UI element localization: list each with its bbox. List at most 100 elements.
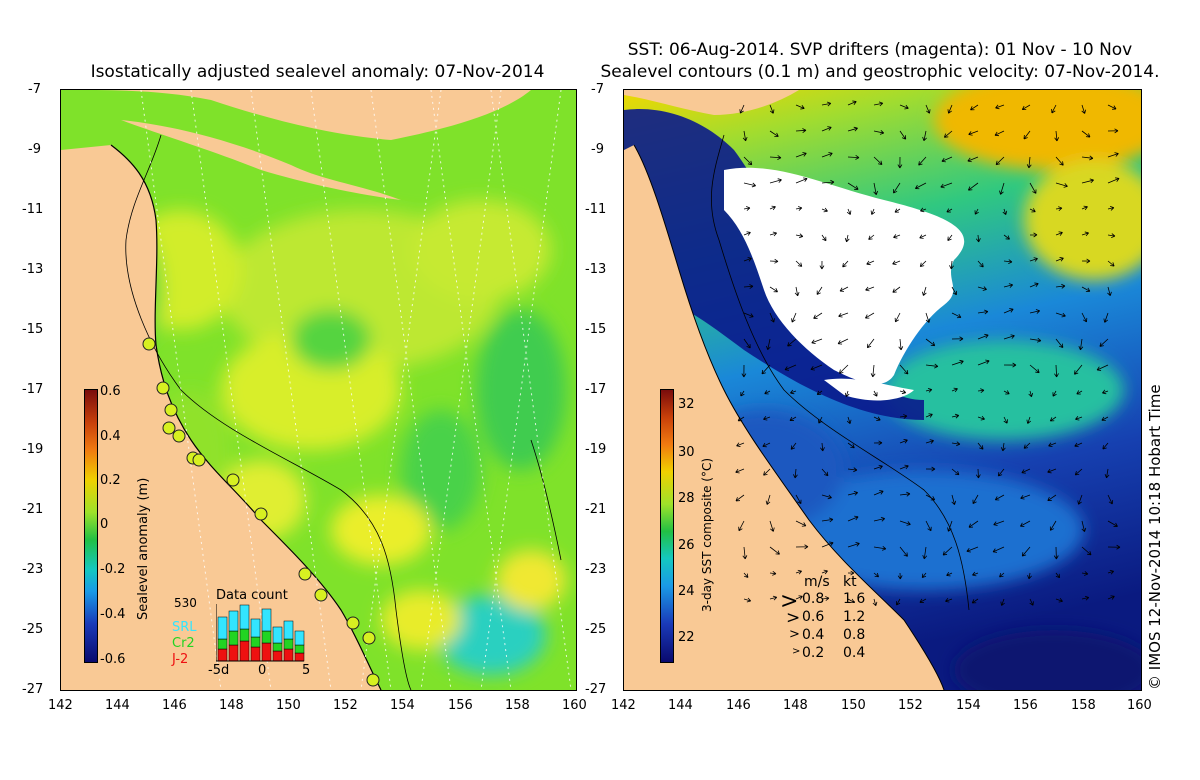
right-lon-tick: 148 — [783, 698, 808, 713]
left-lon-tick: 156 — [448, 698, 473, 713]
velocity-arrow — [918, 156, 927, 166]
velocity-arrow — [795, 260, 803, 267]
velocity-arrow — [940, 182, 953, 189]
left-lon-tick: 152 — [333, 698, 358, 713]
velocity-arrow — [793, 468, 798, 479]
velocity-arrow — [795, 206, 803, 211]
velocity-arrow — [847, 570, 855, 576]
velocity-arrow — [899, 520, 911, 526]
velocity-arrow — [821, 494, 832, 500]
velocity-arrow — [899, 364, 909, 375]
velocity-arrow — [975, 234, 981, 243]
velocity-arrow — [922, 286, 927, 296]
left-lat-tick: -7 — [28, 82, 41, 97]
velocity-arrow — [839, 364, 849, 374]
velocity-arrow — [1048, 442, 1057, 447]
velocity-arrow — [1026, 416, 1032, 424]
velocity-arrow — [1055, 231, 1063, 236]
velocity-arrow — [743, 597, 752, 603]
velocity-arrow — [1049, 416, 1057, 422]
velocity-arrow — [1021, 104, 1031, 110]
velocity-arrow — [1003, 234, 1010, 240]
right-lon-tick: 160 — [1127, 698, 1152, 713]
velocity-arrow — [847, 155, 860, 160]
velocity-arrow — [795, 494, 802, 505]
velocity-arrow — [947, 234, 953, 241]
sst-map-canvas — [624, 90, 1141, 690]
velocity-arrow — [951, 387, 958, 393]
velocity-arrow — [1055, 156, 1064, 166]
sla-colorbar-label: Sealevel anomaly (m) — [136, 477, 151, 620]
velocity-arrow — [735, 468, 745, 474]
velocity-arrow — [999, 182, 1005, 195]
velocity-arrow — [899, 439, 908, 444]
velocity-arrow — [870, 208, 876, 215]
velocity-arrow — [925, 439, 934, 444]
velocity-arrow — [795, 544, 809, 550]
velocity-arrow — [925, 104, 931, 114]
velocity-arrow — [1055, 257, 1064, 262]
count-bar-segment — [272, 642, 283, 652]
velocity-arrow — [1107, 128, 1119, 134]
velocity-arrow — [899, 414, 908, 419]
velocity-arrow — [1026, 156, 1032, 169]
velocity-arrow — [1049, 520, 1057, 531]
velocity-arrow — [947, 104, 953, 114]
velocity-arrow — [919, 234, 927, 239]
left-lon-tick: 146 — [162, 698, 187, 713]
count-xtick-0: 0 — [258, 663, 267, 678]
velocity-arrow — [941, 156, 953, 163]
velocity-arrow — [873, 101, 884, 107]
velocity-arrow — [873, 545, 887, 551]
velocity-arrow — [769, 312, 775, 323]
velocity-arrow — [1107, 152, 1119, 158]
right-lat-tick: -21 — [585, 502, 607, 517]
left-lon-tick: 142 — [48, 698, 73, 713]
velocity-arrow — [821, 541, 834, 548]
velocity-arrow — [894, 312, 901, 323]
count-bar-segment — [239, 640, 250, 662]
velocity-arrow — [821, 207, 828, 213]
left-lat-tick: -9 — [28, 142, 41, 157]
count-bar-segment — [294, 652, 305, 662]
right-lat-tick: -25 — [585, 622, 607, 637]
velocity-arrow — [743, 156, 753, 166]
velocity-arrow — [769, 258, 779, 264]
right-lat-tick: -17 — [585, 382, 607, 397]
velocity-arrow — [1027, 572, 1032, 580]
velocity-arrow — [1107, 520, 1118, 527]
left-lat-tick: -13 — [22, 262, 44, 277]
velocity-arrow — [1107, 494, 1114, 505]
left-map-title: Isostatically adjusted sealevel anomaly:… — [90, 62, 545, 82]
legend-j2: J-2 — [172, 652, 189, 667]
velocity-arrow — [1081, 130, 1091, 138]
velocity-arrow — [1047, 494, 1057, 502]
right-land-australia — [624, 145, 944, 690]
velocity-arrow — [977, 359, 990, 366]
velocity-arrow — [847, 467, 858, 473]
right-lat-tick: -9 — [591, 142, 604, 157]
velocity-arrow — [1003, 390, 1010, 395]
velocity-arrow — [1055, 338, 1064, 348]
velocity-legend-kt-1.2: 1.2 — [843, 609, 866, 625]
velocity-arrow — [1003, 416, 1008, 424]
velocity-arrow — [977, 415, 985, 421]
velocity-legend-kt-0.8: 0.8 — [843, 627, 866, 643]
velocity-arrow — [873, 130, 885, 135]
velocity-arrow — [1081, 595, 1090, 601]
left-lat-tick: -27 — [22, 682, 44, 697]
velocity-arrow — [1029, 232, 1038, 238]
velocity-arrow — [1074, 364, 1083, 375]
sst-tick-22: 22 — [678, 630, 695, 645]
left-lat-tick: -11 — [22, 202, 44, 217]
velocity-arrow — [790, 389, 797, 395]
velocity-arrow — [1003, 362, 1017, 368]
velocity-arrow — [892, 260, 901, 266]
velocity-arrow — [993, 520, 1005, 526]
right-map-title-line2: Sealevel contours (0.1 m) and geostrophi… — [600, 62, 1160, 82]
velocity-arrow — [899, 464, 909, 470]
left-lat-tick: -21 — [22, 502, 44, 517]
velocity-arrow — [925, 413, 933, 418]
left-lon-tick: 154 — [390, 698, 415, 713]
velocity-arrow — [821, 517, 834, 523]
